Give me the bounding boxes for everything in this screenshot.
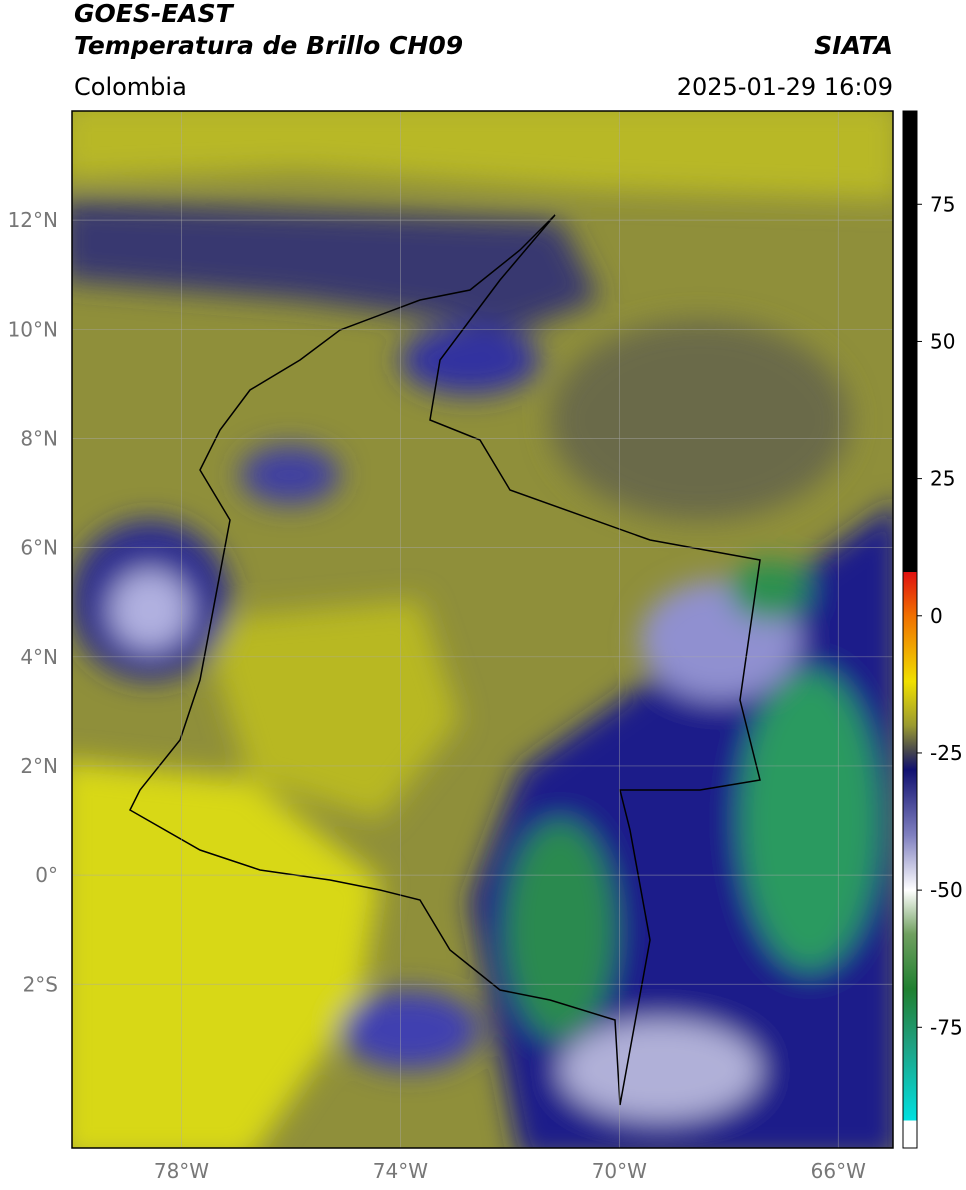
y-tick-label: 4°N (20, 645, 58, 669)
country-border (129, 214, 761, 1106)
y-tick-label: 0° (35, 863, 58, 887)
colorbar (902, 110, 918, 1149)
x-tick-label: 70°W (592, 1159, 647, 1183)
y-tick-label: 6°N (20, 536, 58, 560)
colorbar-tick-label: 75 (930, 192, 955, 216)
y-tick-label: 10°N (8, 317, 58, 341)
colorbar-tick-label: 0 (930, 604, 943, 628)
x-tick-label: 78°W (154, 1159, 209, 1183)
colorbar-tick-label: -75 (930, 1015, 963, 1039)
source: SIATA (814, 31, 893, 60)
y-tick-label: 12°N (8, 208, 58, 232)
region: Colombia (74, 73, 187, 101)
subtitle: Temperatura de Brillo CH09 (74, 31, 463, 60)
map-frame (71, 110, 894, 1149)
datetime: 2025-01-29 16:09 (677, 73, 893, 101)
colorbar-tick-label: 25 (930, 467, 955, 491)
title: GOES-EAST (74, 0, 235, 28)
colorbar-tick-label: -25 (930, 741, 963, 765)
y-tick-label: 2°N (20, 754, 58, 778)
x-tick-label: 74°W (373, 1159, 428, 1183)
x-tick-label: 66°W (811, 1159, 866, 1183)
y-tick-label: 2°S (23, 972, 58, 996)
colorbar-tick-label: 50 (930, 329, 955, 353)
colorbar-tick-label: -50 (930, 878, 963, 902)
y-tick-label: 8°N (20, 426, 58, 450)
map-image (72, 111, 893, 1148)
